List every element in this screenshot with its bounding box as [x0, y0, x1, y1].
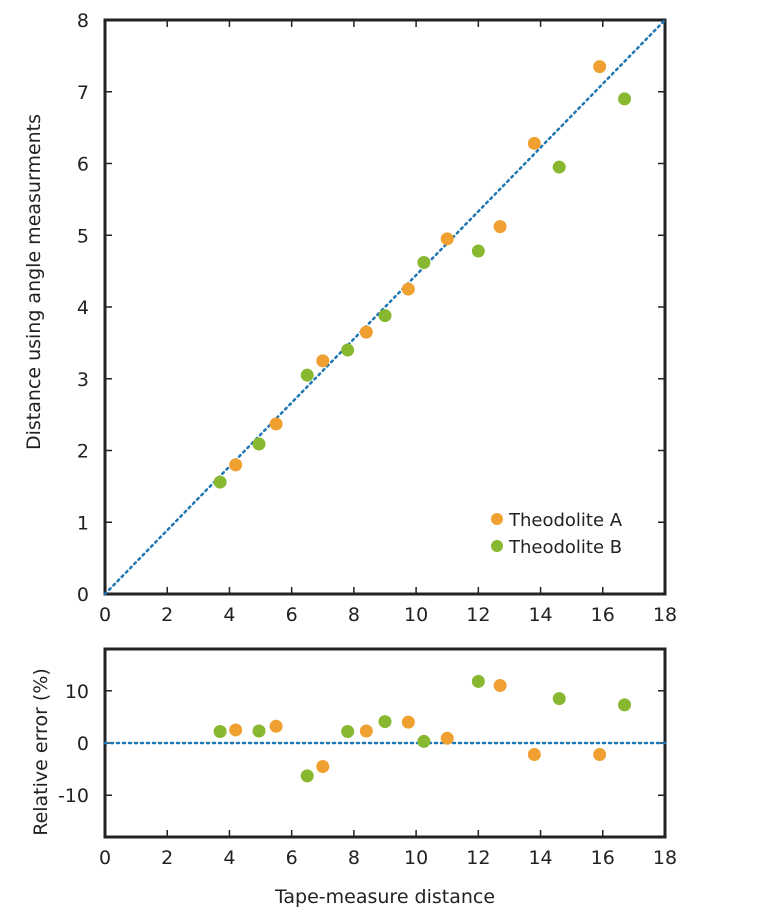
x-axis-label: Tape-measure distance [274, 886, 495, 908]
top-point-theodolite-a [316, 354, 330, 368]
top-point-theodolite-b [300, 368, 314, 382]
top-point-theodolite-b [417, 256, 431, 270]
top-reference-line [103, 18, 667, 596]
y-tick-label: 7 [77, 82, 89, 104]
x-tick-label: 10 [404, 847, 428, 869]
bottom-point-theodolite-a [401, 715, 415, 729]
legend-label-theodolite-b: Theodolite B [508, 537, 622, 558]
legend-marker-theodolite-a [491, 513, 503, 525]
bottom-point-theodolite-b [417, 734, 431, 748]
bottom-point-theodolite-a [229, 723, 243, 737]
top-y-axis-label: Distance using angle measurments [23, 114, 45, 450]
top-point-theodolite-a [593, 60, 607, 74]
x-tick-label: 0 [99, 847, 111, 869]
bottom-axis-ticks: 0 2 4 6 8 10 12 14 16 18 10 0 -10 [58, 681, 677, 869]
x-tick-label: 4 [223, 604, 235, 626]
top-point-theodolite-a [401, 282, 415, 296]
x-tick-label: 6 [286, 847, 298, 869]
bottom-point-theodolite-a [316, 760, 330, 773]
y-tick-label: 0 [77, 733, 89, 755]
bottom-data-points [213, 674, 632, 783]
top-point-theodolite-b [213, 475, 227, 489]
top-point-theodolite-b [341, 343, 355, 357]
y-tick-label: 1 [77, 512, 89, 534]
top-data-points [213, 60, 632, 489]
y-tick-label: 2 [77, 441, 89, 463]
top-point-theodolite-b [471, 244, 485, 258]
bottom-point-theodolite-a [440, 731, 454, 745]
x-tick-label: 2 [161, 847, 173, 869]
bottom-point-theodolite-a [527, 747, 541, 761]
top-point-theodolite-a [527, 136, 541, 150]
x-tick-label: 14 [528, 604, 552, 626]
top-point-theodolite-a [359, 325, 373, 339]
x-tick-label: 14 [528, 847, 552, 869]
y-tick-label: 10 [65, 681, 89, 703]
bottom-point-theodolite-a [269, 719, 283, 733]
x-tick-label: 6 [286, 604, 298, 626]
top-point-theodolite-b [252, 437, 266, 451]
bottom-point-theodolite-a [593, 747, 607, 761]
bottom-point-theodolite-b [378, 715, 392, 729]
top-point-theodolite-a [229, 458, 243, 472]
bottom-error-panel: 0 2 4 6 8 10 12 14 16 18 10 0 -10 Relative error (%)… [30, 647, 677, 908]
top-point-theodolite-a [493, 220, 507, 234]
bottom-point-theodolite-a [359, 724, 373, 738]
y-tick-label: 3 [77, 369, 89, 391]
x-tick-label: 16 [591, 847, 615, 869]
x-tick-label: 8 [348, 847, 360, 869]
y-tick-label: 4 [77, 297, 89, 319]
top-point-theodolite-b [618, 92, 632, 106]
top-point-theodolite-a [269, 417, 283, 431]
legend-marker-theodolite-b [491, 540, 503, 552]
x-tick-label: 18 [653, 604, 677, 626]
legend-label-theodolite-a: Theodolite A [508, 510, 623, 531]
x-tick-label: 12 [466, 604, 490, 626]
y-tick-label: 0 [77, 584, 89, 606]
top-point-theodolite-a [440, 232, 454, 246]
x-tick-label: 18 [653, 847, 677, 869]
y-tick-label: 6 [77, 154, 89, 176]
x-tick-label: 10 [404, 604, 428, 626]
bottom-point-theodolite-b [618, 698, 632, 712]
bottom-point-theodolite-b [252, 724, 266, 738]
bottom-point-theodolite-b [213, 725, 227, 739]
bottom-point-theodolite-a [493, 679, 507, 693]
x-tick-label: 2 [161, 604, 173, 626]
top-point-theodolite-b [552, 160, 566, 174]
x-tick-label: 0 [99, 604, 111, 626]
bottom-point-theodolite-b [471, 674, 485, 688]
y-tick-label: 8 [77, 10, 89, 32]
bottom-point-theodolite-b [341, 725, 355, 739]
y-tick-label: -10 [58, 785, 89, 807]
bottom-point-theodolite-b [300, 769, 314, 783]
bottom-point-theodolite-b [552, 692, 566, 706]
legend: Theodolite A Theodolite B [491, 510, 623, 558]
y-tick-label: 5 [77, 225, 89, 247]
top-point-theodolite-b [378, 309, 392, 323]
x-tick-label: 12 [466, 847, 490, 869]
x-tick-label: 16 [591, 604, 615, 626]
bottom-y-axis-label: Relative error (%) [30, 668, 52, 836]
x-tick-label: 4 [223, 847, 235, 869]
x-tick-label: 8 [348, 604, 360, 626]
